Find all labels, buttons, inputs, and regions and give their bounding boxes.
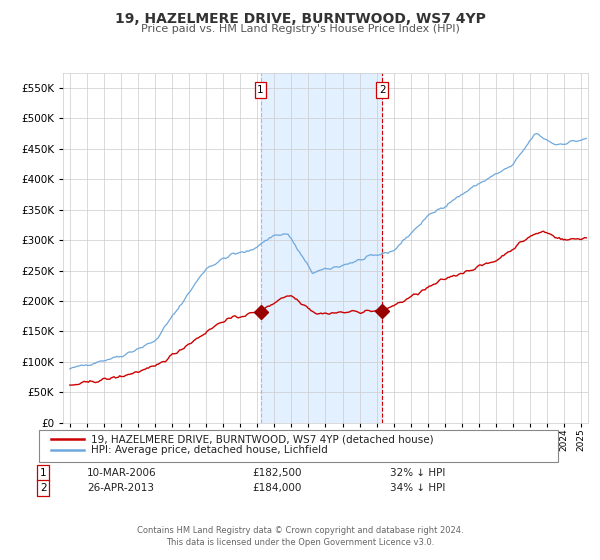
Text: This data is licensed under the Open Government Licence v3.0.: This data is licensed under the Open Gov… — [166, 538, 434, 547]
Text: Contains HM Land Registry data © Crown copyright and database right 2024.: Contains HM Land Registry data © Crown c… — [137, 526, 463, 535]
Text: 19, HAZELMERE DRIVE, BURNTWOOD, WS7 4YP (detached house): 19, HAZELMERE DRIVE, BURNTWOOD, WS7 4YP … — [91, 434, 434, 444]
Text: 2: 2 — [40, 483, 47, 493]
Text: 34% ↓ HPI: 34% ↓ HPI — [390, 483, 445, 493]
Text: Price paid vs. HM Land Registry's House Price Index (HPI): Price paid vs. HM Land Registry's House … — [140, 24, 460, 34]
Text: 1: 1 — [40, 468, 47, 478]
Text: 32% ↓ HPI: 32% ↓ HPI — [390, 468, 445, 478]
Text: HPI: Average price, detached house, Lichfield: HPI: Average price, detached house, Lich… — [91, 445, 328, 455]
Text: £184,000: £184,000 — [252, 483, 301, 493]
Text: 2: 2 — [379, 85, 385, 95]
Text: 19, HAZELMERE DRIVE, BURNTWOOD, WS7 4YP: 19, HAZELMERE DRIVE, BURNTWOOD, WS7 4YP — [115, 12, 485, 26]
Text: 1: 1 — [257, 85, 264, 95]
Bar — [260, 73, 382, 423]
Text: 26-APR-2013: 26-APR-2013 — [87, 483, 154, 493]
Text: 10-MAR-2006: 10-MAR-2006 — [87, 468, 157, 478]
Text: £182,500: £182,500 — [252, 468, 302, 478]
